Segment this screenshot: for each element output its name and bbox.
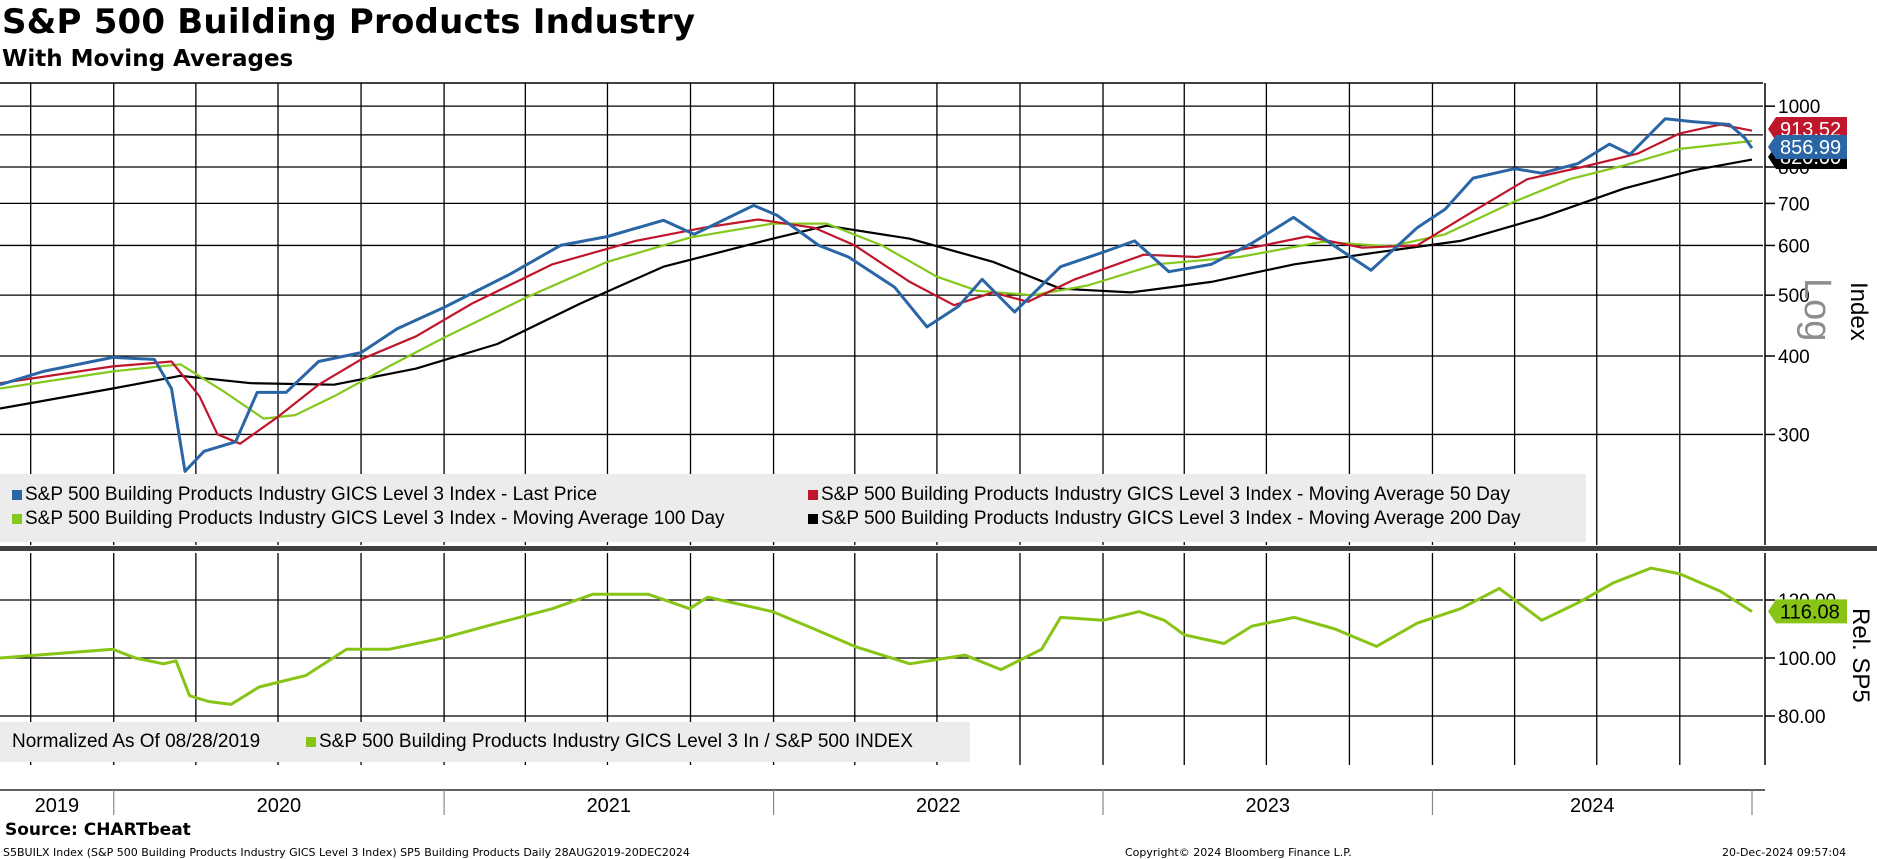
legend-swatch <box>12 514 22 524</box>
lower-axis-label: Rel. SP5 <box>1847 608 1874 703</box>
legend-label: S&P 500 Building Products Industry GICS … <box>25 484 598 505</box>
source-note: Source: CHARTbeat <box>5 820 191 840</box>
chart-frame <box>0 82 1877 791</box>
relative-line <box>0 566 1753 706</box>
year-label: 2022 <box>916 795 961 817</box>
year-label: 2019 <box>35 795 80 817</box>
legend-swatch <box>306 737 316 747</box>
last-price-value-tag: 856.99 <box>1780 137 1841 159</box>
footer-description: S5BUILX Index (S&P 500 Building Products… <box>3 846 690 859</box>
series-lines <box>0 117 1754 706</box>
lower-legend: Normalized As Of 08/28/2019 S&P 500 Buil… <box>0 722 970 762</box>
lower-tick-label: 100.00 <box>1778 649 1836 670</box>
legend-item-ma50: S&P 500 Building Products Industry GICS … <box>808 484 1510 506</box>
upper-tick-label: 500 <box>1778 286 1810 307</box>
legend-item-relative: S&P 500 Building Products Industry GICS … <box>306 731 913 753</box>
legend-label: S&P 500 Building Products Industry GICS … <box>25 508 725 529</box>
legend-swatch <box>808 514 818 524</box>
footer-copyright: Copyright© 2024 Bloomberg Finance L.P. <box>1125 846 1352 859</box>
log-scale-label: Log <box>1796 278 1838 342</box>
legend-label: S&P 500 Building Products Industry GICS … <box>319 731 913 752</box>
legend-normalized-note: Normalized As Of 08/28/2019 <box>12 731 261 752</box>
upper-tick-label: 600 <box>1778 236 1810 257</box>
relative-value-tag-bg <box>1768 599 1847 624</box>
year-label: 2023 <box>1245 795 1290 817</box>
footer-timestamp: 20-Dec-2024 09:57:04 <box>1722 846 1847 859</box>
last-price-value-tag-bg <box>1768 135 1847 159</box>
grid-lines <box>0 83 1763 765</box>
legend-label: S&P 500 Building Products Industry GICS … <box>821 484 1510 505</box>
upper-tick-label: 400 <box>1778 347 1810 368</box>
ma100-line <box>0 139 1753 420</box>
panel-divider <box>0 546 1877 551</box>
legend-swatch <box>12 490 22 500</box>
year-label: 2020 <box>257 795 302 817</box>
year-label: 2024 <box>1570 795 1615 817</box>
axis-ticks: 300400500600700800100080.00100.00120.002… <box>35 97 1837 817</box>
legend-item-ma100: S&P 500 Building Products Industry GICS … <box>12 508 725 530</box>
chart-subtitle: With Moving Averages <box>2 46 294 72</box>
lower-tick-label: 80.00 <box>1778 707 1826 728</box>
year-label: 2021 <box>587 795 632 817</box>
upper-axis-label: Index <box>1845 282 1872 341</box>
relative-value-tag: 116.08 <box>1780 601 1840 623</box>
last-price-line <box>0 117 1754 473</box>
upper-tick-label: 700 <box>1778 194 1810 215</box>
upper-tick-label: 1000 <box>1778 97 1820 118</box>
upper-tick-label: 300 <box>1778 425 1810 446</box>
legend-swatch <box>808 490 818 500</box>
chart-title: S&P 500 Building Products Industry <box>2 2 696 42</box>
legend-item-last-price: S&P 500 Building Products Industry GICS … <box>12 484 597 506</box>
legend-label: S&P 500 Building Products Industry GICS … <box>821 508 1521 529</box>
upper-legend: S&P 500 Building Products Industry GICS … <box>0 474 1586 542</box>
ma200-line <box>0 158 1753 410</box>
ma50-line <box>0 123 1753 445</box>
legend-item-ma200: S&P 500 Building Products Industry GICS … <box>808 508 1521 530</box>
